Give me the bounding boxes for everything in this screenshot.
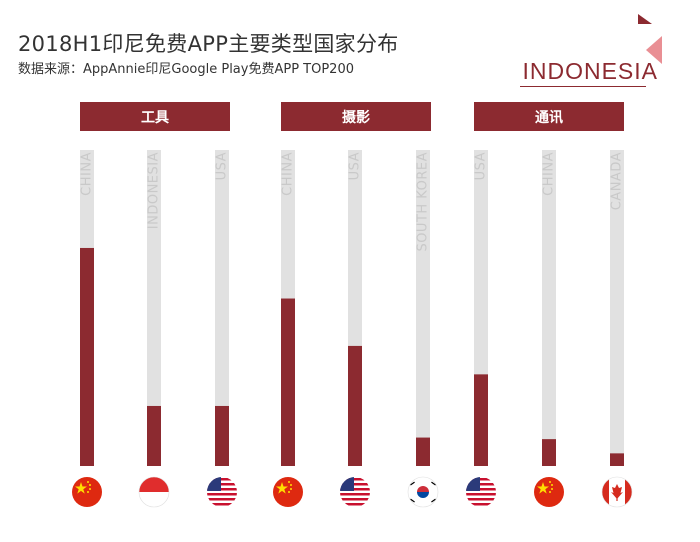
category-label: USA (474, 152, 489, 180)
group-header-photography: 摄影 (281, 102, 431, 131)
usa-flag-icon (340, 477, 370, 507)
bar-track (416, 150, 430, 466)
category-label: INDONESIA (147, 152, 162, 229)
category-label: SOUTH KOREA (416, 152, 431, 252)
bar (80, 247, 94, 466)
group-header-tools: 工具 (80, 102, 230, 131)
bar (542, 439, 556, 466)
category-label: USA (348, 152, 363, 180)
usa-flag-icon (466, 477, 496, 507)
brand-mark-icon (638, 14, 662, 64)
china-flag-icon (273, 477, 303, 507)
bar-track (610, 150, 624, 466)
page-subtitle: 数据来源：AppAnnie印尼Google Play免费APP TOP200 (18, 62, 354, 77)
bar (416, 437, 430, 466)
brand-underline (520, 86, 646, 87)
usa-flag-icon (207, 477, 237, 507)
page-title: 2018H1印尼免费APP主要类型国家分布 (18, 32, 399, 56)
bar-track (542, 150, 556, 466)
bar (281, 298, 295, 466)
canada-flag-icon (601, 476, 633, 508)
category-label: CHINA (80, 152, 95, 196)
bar (348, 345, 362, 466)
category-label: CANADA (610, 152, 625, 210)
category-label: CHINA (542, 152, 557, 196)
china-flag-icon (72, 477, 102, 507)
bar (610, 453, 624, 466)
group-header-communication: 通讯 (474, 102, 624, 131)
china-flag-icon (534, 477, 564, 507)
bar (147, 405, 161, 466)
bar-track (215, 150, 229, 466)
category-label: USA (215, 152, 230, 180)
category-label: CHINA (281, 152, 296, 196)
bar (215, 405, 229, 466)
bar (474, 374, 488, 466)
bar-track (147, 150, 161, 466)
indonesia-flag-icon (138, 476, 170, 508)
brand-label: INDONESIA (522, 58, 658, 84)
south-korea-flag-icon (407, 476, 439, 508)
